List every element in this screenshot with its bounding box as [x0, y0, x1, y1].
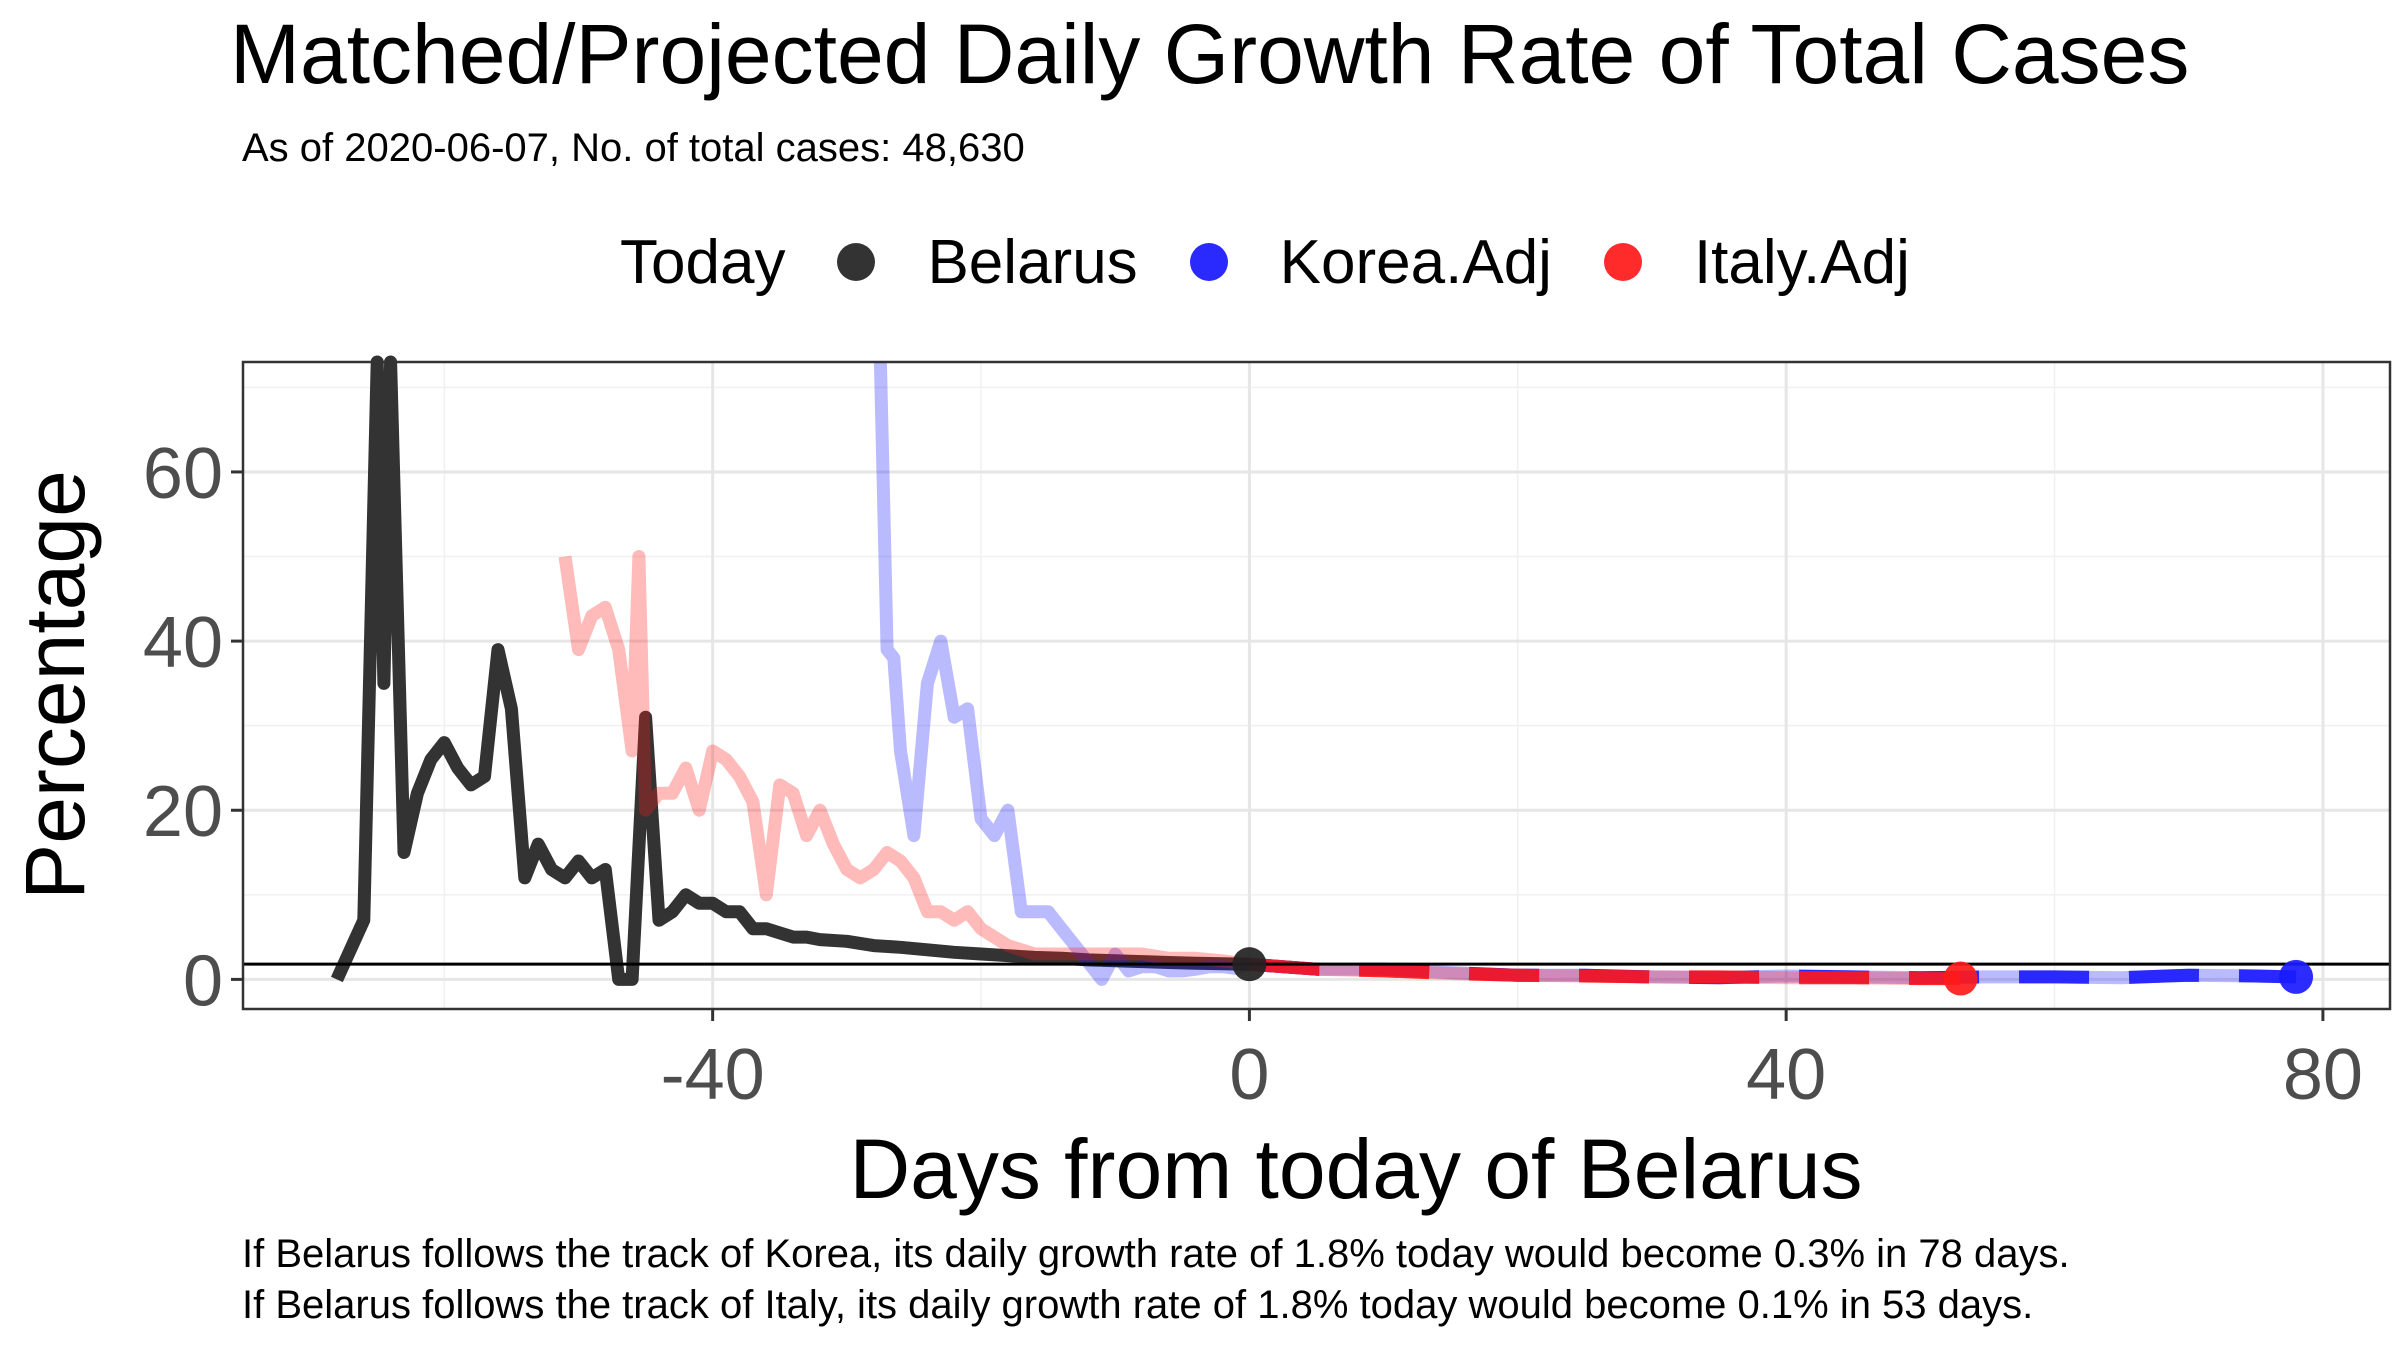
chart-legend: Today Belarus Korea.Adj Italy.Adj: [620, 222, 1962, 302]
chart-title: Matched/Projected Daily Growth Rate of T…: [230, 7, 2190, 101]
legend-item-italy: Italy.Adj: [1603, 227, 1910, 298]
x-axis-title: Days from today of Belarus: [849, 1122, 1862, 1216]
y-tick-label: 60: [143, 434, 223, 514]
x-tick-label: -40: [661, 1035, 765, 1115]
series-line-italy-adj: [558, 550, 1961, 986]
series-layer: [243, 355, 2390, 986]
x-tick-label: 80: [2283, 1035, 2363, 1115]
legend-label-korea: Korea.Adj: [1279, 227, 1552, 297]
legend-title: Today: [620, 227, 786, 297]
y-tick-label: 0: [183, 941, 223, 1021]
series-line-belarus: [330, 355, 1250, 986]
legend-label-italy: Italy.Adj: [1693, 227, 1910, 297]
y-tick-label: 40: [143, 603, 223, 683]
series-line-italy-adjprojection: [1248, 957, 1961, 986]
point-layer: [1232, 947, 2314, 996]
x-tick-label: 40: [1746, 1035, 1826, 1115]
legend-dot-italy: [1603, 243, 1642, 281]
panel-border: [241, 360, 2392, 1011]
series-line-korea-adj: [873, 361, 2297, 986]
chart-subtitle: As of 2020-06-07, No. of total cases: 48…: [242, 126, 1025, 170]
legend-item-korea: Korea.Adj: [1189, 227, 1552, 298]
grid-layer: [243, 362, 2390, 1009]
point-korea-adj: [2279, 959, 2314, 994]
x-tick-label: 0: [1229, 1035, 1269, 1115]
y-tick-label: 20: [143, 772, 223, 852]
legend-dot-korea: [1189, 243, 1228, 281]
caption-italy: If Belarus follows the track of Italy, i…: [242, 1283, 2034, 1327]
legend-item-belarus: Belarus: [837, 227, 1138, 298]
y-axis-title: Percentage: [8, 470, 102, 900]
point-belarus: [1232, 947, 1267, 982]
legend-label-belarus: Belarus: [927, 227, 1138, 297]
caption-korea: If Belarus follows the track of Korea, i…: [242, 1232, 2070, 1276]
legend-dot-belarus: [837, 243, 876, 281]
axis-layer: -40 0 40 80 0 20 40 60: [143, 434, 2363, 1115]
point-italy-adj: [1943, 961, 1978, 996]
